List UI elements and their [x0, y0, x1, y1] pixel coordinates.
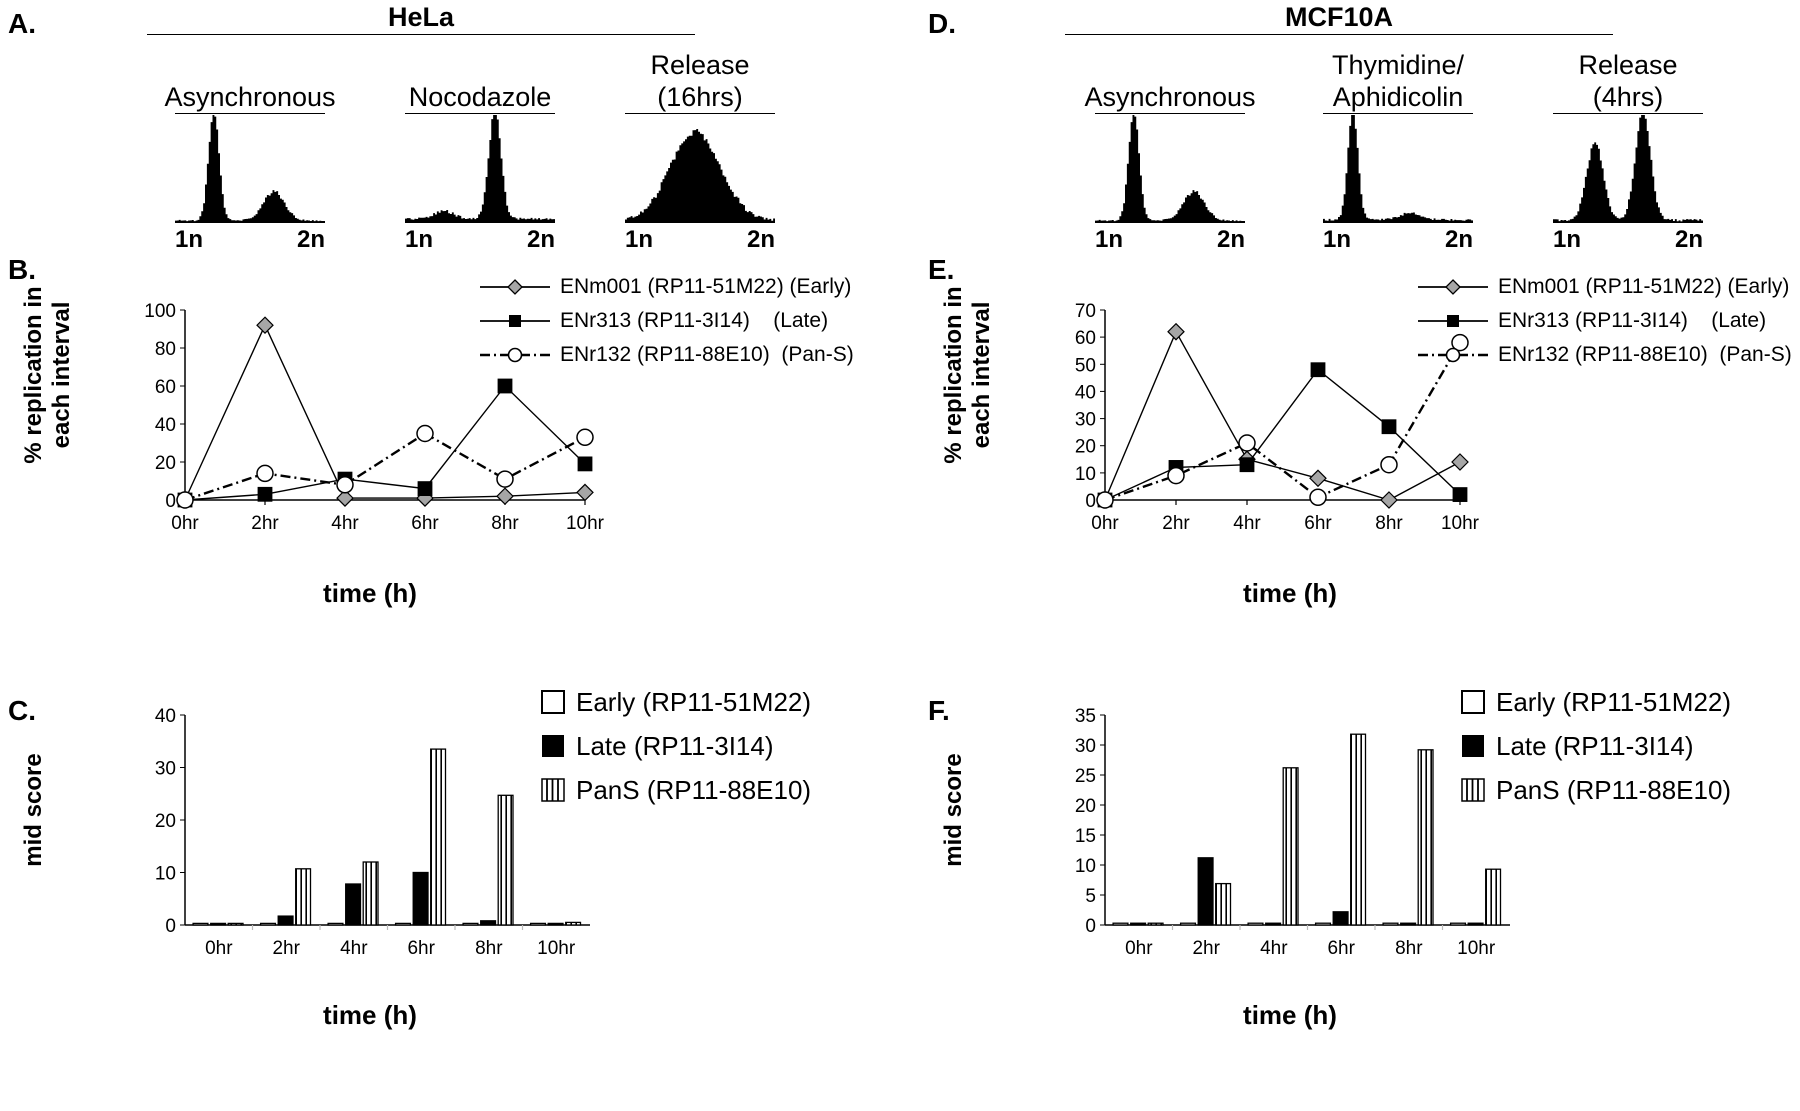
svg-text:6hr: 6hr — [1327, 938, 1355, 959]
svg-text:0: 0 — [1085, 491, 1096, 512]
svg-text:50: 50 — [1075, 355, 1096, 376]
svg-text:10hr: 10hr — [566, 513, 605, 534]
svg-text:10: 10 — [155, 864, 176, 885]
svg-text:35: 35 — [1075, 706, 1096, 727]
svg-text:10hr: 10hr — [1457, 938, 1496, 959]
svg-text:4hr: 4hr — [1233, 513, 1261, 534]
svg-text:0hr: 0hr — [205, 938, 233, 959]
svg-text:8hr: 8hr — [1375, 513, 1403, 534]
svg-text:8hr: 8hr — [491, 513, 519, 534]
svg-text:15: 15 — [1075, 826, 1096, 847]
svg-text:60: 60 — [1075, 328, 1096, 349]
svg-text:20: 20 — [155, 453, 176, 474]
svg-text:40: 40 — [1075, 382, 1096, 403]
svg-text:0: 0 — [165, 491, 176, 512]
svg-text:20: 20 — [155, 811, 176, 832]
svg-text:4hr: 4hr — [340, 938, 368, 959]
svg-text:100: 100 — [144, 301, 176, 322]
svg-text:0: 0 — [165, 916, 176, 937]
svg-text:2hr: 2hr — [1192, 938, 1220, 959]
svg-text:0hr: 0hr — [171, 513, 199, 534]
svg-text:5: 5 — [1085, 886, 1096, 907]
svg-text:25: 25 — [1075, 766, 1096, 787]
svg-text:2hr: 2hr — [1162, 513, 1190, 534]
svg-text:8hr: 8hr — [475, 938, 503, 959]
svg-text:2hr: 2hr — [272, 938, 300, 959]
svg-text:30: 30 — [155, 759, 176, 780]
svg-text:30: 30 — [1075, 410, 1096, 431]
svg-text:6hr: 6hr — [1304, 513, 1332, 534]
svg-text:80: 80 — [155, 339, 176, 360]
svg-text:0hr: 0hr — [1091, 513, 1119, 534]
svg-text:8hr: 8hr — [1395, 938, 1423, 959]
svg-text:60: 60 — [155, 377, 176, 398]
svg-text:10: 10 — [1075, 856, 1096, 877]
svg-text:10hr: 10hr — [1441, 513, 1480, 534]
svg-text:70: 70 — [1075, 301, 1096, 322]
svg-text:4hr: 4hr — [331, 513, 359, 534]
svg-text:2hr: 2hr — [251, 513, 279, 534]
svg-text:10: 10 — [1075, 464, 1096, 485]
svg-text:6hr: 6hr — [411, 513, 439, 534]
svg-text:6hr: 6hr — [407, 938, 435, 959]
svg-text:0hr: 0hr — [1125, 938, 1153, 959]
svg-text:40: 40 — [155, 415, 176, 436]
svg-text:20: 20 — [1075, 796, 1096, 817]
svg-text:20: 20 — [1075, 437, 1096, 458]
svg-text:40: 40 — [155, 706, 176, 727]
svg-text:4hr: 4hr — [1260, 938, 1288, 959]
svg-text:10hr: 10hr — [537, 938, 576, 959]
svg-text:0: 0 — [1085, 916, 1096, 937]
svg-text:30: 30 — [1075, 736, 1096, 757]
